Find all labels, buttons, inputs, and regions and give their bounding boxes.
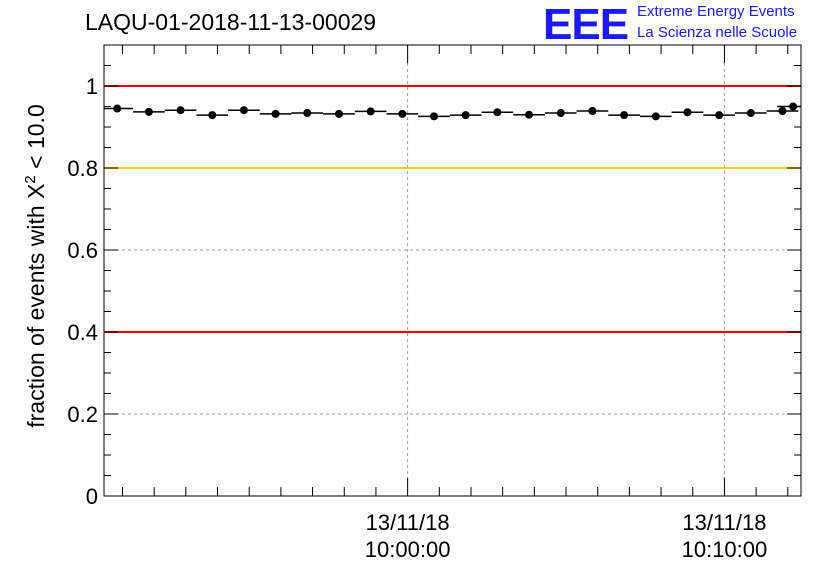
y-axis-label-post: < 10.0 — [23, 104, 49, 176]
x-tick-label-date: 13/11/18 — [682, 510, 766, 535]
logo-mark: EEE — [543, 2, 628, 44]
data-point — [778, 107, 787, 116]
data-point — [271, 109, 280, 118]
data-point — [461, 111, 470, 120]
y-tick-label: 0.6 — [67, 238, 98, 263]
y-axis-label: fraction of events with X2 < 10.0 — [22, 56, 50, 476]
data-point — [334, 109, 343, 118]
chart-title: LAQU-01-2018-11-13-00029 — [85, 9, 377, 35]
data-point — [113, 104, 122, 113]
y-tick-label: 0 — [86, 484, 98, 509]
data-point — [620, 111, 629, 120]
data-point — [556, 109, 565, 118]
logo-caption-line1: Extreme Energy Events — [637, 3, 795, 20]
data-point — [683, 108, 692, 117]
data-point — [789, 102, 798, 111]
data-point — [366, 107, 375, 116]
data-point — [176, 106, 185, 115]
data-point — [303, 109, 312, 118]
data-point — [493, 108, 502, 117]
data-point — [208, 111, 217, 120]
y-axis-label-sup: 2 — [22, 175, 39, 184]
data-point — [715, 111, 724, 120]
y-tick-label: 0.4 — [67, 320, 98, 345]
y-axis-label-pre: fraction of events with — [23, 198, 49, 428]
logo-caption-line2: La Scienza nelle Scuole — [637, 24, 798, 41]
x-tick-label-date: 13/11/18 — [366, 510, 450, 535]
data-point — [525, 110, 534, 119]
y-tick-label: 1 — [86, 74, 98, 99]
data-point — [430, 112, 439, 121]
reference-lines — [104, 85, 801, 333]
y-axis-label-chi: X — [23, 183, 49, 199]
data-point — [239, 106, 248, 115]
y-tick-label: 0.8 — [67, 156, 98, 181]
x-tick-label-time: 10:00:00 — [365, 537, 451, 562]
x-tick-label-time: 10:10:00 — [682, 537, 768, 562]
eee-logo: EEE — [543, 2, 629, 44]
data-point — [651, 112, 660, 121]
y-tick-label: 0.2 — [67, 402, 98, 427]
axes: 00.20.40.60.8113/11/1810:00:0013/11/1810… — [67, 44, 801, 562]
data-point — [398, 109, 407, 118]
data-point — [144, 107, 153, 116]
data-point — [746, 109, 755, 118]
data-series — [104, 102, 801, 121]
data-point — [588, 107, 597, 116]
